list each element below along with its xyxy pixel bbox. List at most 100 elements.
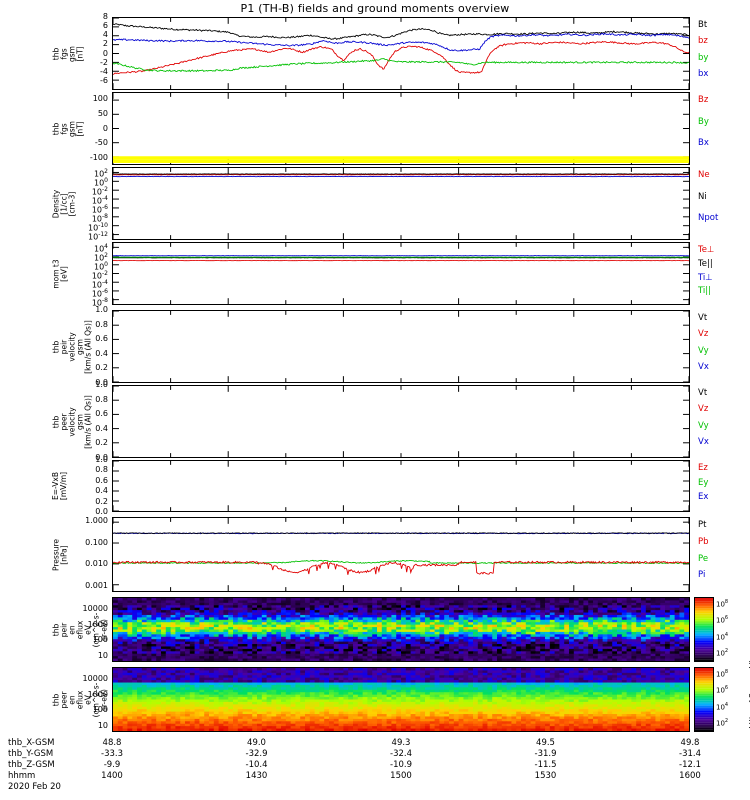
xaxis-value-1-0: -33.3: [101, 749, 123, 759]
legend-temperature-Te: Te⊥: [698, 245, 715, 255]
legend-density-Npot: Npot: [698, 213, 719, 224]
legend-efield-Ez: Ez: [698, 463, 708, 473]
ytick-fgs-gsm-nt-1-5: -2: [100, 57, 108, 67]
cbar-peer: [694, 667, 714, 732]
xaxis-row-label-3: hhmm: [8, 771, 36, 781]
xaxis-value-1-1: -32.9: [245, 749, 268, 759]
cbar-peir-tick-0: 108: [716, 599, 729, 609]
legend-pressure-Pb: Pb: [698, 536, 709, 547]
xaxis-value-1-2: -32.4: [390, 749, 412, 759]
ytick-peer-en-eflux-3: 10: [97, 720, 108, 730]
ytick-pressure-3: 0.001: [85, 580, 108, 590]
xaxis-value-1-3: -31.9: [534, 749, 557, 759]
cbar-peir-tick-1: 106: [716, 615, 729, 625]
xaxis-value-0-3: 49.5: [536, 738, 555, 748]
xaxis-value-0-0: 48.8: [102, 738, 122, 748]
ytick-temperature-4: 10-4: [91, 278, 108, 290]
xaxis-value-2-4: -12.1: [679, 760, 701, 770]
ytick-efield-3: 0.4: [95, 486, 108, 496]
ytick-peer-en-eflux-1: 1000: [87, 689, 108, 699]
legend-fgs-gsm-nt-2-Bx: Bx: [698, 138, 709, 149]
ytick-density-1: 100: [93, 176, 108, 188]
ytick-temperature-6: 10-8: [91, 296, 108, 308]
cbar-peer-tick-3: 102: [716, 718, 729, 728]
ytick-fgs-gsm-nt-1-4: 0: [102, 48, 108, 58]
xaxis-row-label-1: thb_Y-GSM: [8, 749, 54, 759]
ytick-peer-velocity-5: 0.0: [95, 453, 108, 462]
xaxis-value-2-3: -11.5: [534, 760, 557, 770]
panel-pressure: [112, 517, 690, 592]
ytick-fgs-gsm-nt-2-3: -50: [94, 138, 108, 148]
xaxis-value-2-2: -10.9: [390, 760, 412, 770]
ytick-peir-velocity-4: 0.2: [95, 363, 108, 373]
legend-density-Ni: Ni: [698, 191, 707, 202]
panel-fgs-gsm-nt-1: [112, 17, 690, 90]
ytick-peir-en-eflux-0: 10000: [82, 604, 108, 614]
ytick-fgs-gsm-nt-1-2: 4: [102, 30, 108, 40]
ytick-fgs-gsm-nt-2-2: 0: [102, 123, 108, 133]
panel-fgs-gsm-nt-2: [112, 92, 690, 165]
legend-density-Ne: Ne: [698, 170, 710, 180]
legend-fgs-gsm-nt-1-bx: bx: [698, 68, 709, 79]
legend-peer-velocity-Vt: Vt: [698, 388, 708, 398]
ytick-pressure-0: 1.000: [85, 516, 108, 526]
xaxis-value-0-1: 49.0: [247, 738, 266, 748]
xaxis-value-3-3: 1530: [534, 771, 557, 781]
xaxis-value-3-2: 1500: [390, 771, 412, 781]
panel-peer-velocity: [112, 385, 690, 458]
figure-title: P1 (TH-B) fields and ground moments over…: [240, 2, 510, 15]
xaxis-row-label-2: thb_Z-GSM: [8, 760, 55, 770]
ytick-peir-en-eflux-2: 100: [92, 635, 108, 645]
xaxis-row-label-0: thb_X-GSM: [8, 738, 55, 748]
legend-temperature-Ti: Ti||: [698, 286, 712, 297]
ytick-fgs-gsm-nt-2-1: 50: [97, 108, 108, 118]
ytick-fgs-gsm-nt-2-4: -100: [89, 152, 108, 162]
cbar-peer-tick-2: 104: [716, 701, 729, 711]
xaxis-value-0-2: 49.3: [391, 738, 411, 748]
legend-peir-velocity-Vx: Vx: [698, 361, 709, 372]
ytick-pressure-2: 0.010: [85, 559, 108, 569]
xaxis-value-2-0: -9.9: [103, 760, 121, 770]
xaxis-value-3-1: 1430: [245, 771, 268, 781]
ytick-peir-velocity-5: 0.0: [95, 378, 108, 387]
legend-fgs-gsm-nt-1-bz: bz: [698, 36, 708, 47]
panel-peer-en-eflux: [112, 667, 690, 732]
legend-fgs-gsm-nt-2-Bz: Bz: [698, 95, 709, 105]
legend-fgs-gsm-nt-2-By: By: [698, 116, 709, 127]
legend-temperature-Te: Te||: [698, 258, 713, 269]
legend-fgs-gsm-nt-1-by: by: [698, 52, 709, 63]
ytick-efield-0: 1.0: [95, 455, 108, 464]
cbar-peer-tick-1: 106: [716, 685, 729, 695]
ytick-peer-en-eflux-0: 10000: [82, 674, 108, 684]
ytick-temperature-2: 100: [93, 260, 108, 272]
cbar-peer-tick-0: 108: [716, 669, 729, 679]
ytick-density-7: 10-12: [88, 231, 108, 243]
ylabel-peer-en-eflux: thb peer en eflux eV (cm^2-s-sr-eV): [51, 682, 108, 717]
xaxis-value-3-0: 1400: [101, 771, 123, 781]
xaxis-value-3-4: 1600: [679, 771, 701, 781]
ytick-efield-2: 0.6: [95, 475, 108, 485]
ytick-density-6: 10-10: [88, 222, 108, 233]
ytick-efield-5: 0.0: [95, 507, 108, 516]
panel-peir-velocity: [112, 310, 690, 383]
ytick-peir-velocity-1: 0.8: [95, 319, 108, 329]
legend-temperature-Ti: Ti⊥: [698, 272, 713, 283]
ytick-peir-velocity-2: 0.6: [95, 334, 108, 344]
ytick-temperature-0: 104: [93, 242, 108, 254]
legend-peir-velocity-Vz: Vz: [698, 329, 709, 340]
ytick-efield-4: 0.2: [95, 496, 108, 506]
panel-temperature: [112, 242, 690, 305]
ytick-peer-velocity-3: 0.4: [95, 423, 108, 433]
xaxis-value-1-4: -31.4: [679, 749, 701, 759]
ytick-peer-en-eflux-2: 100: [92, 705, 108, 715]
ytick-fgs-gsm-nt-1-0: 8: [102, 12, 108, 21]
legend-peir-velocity-Vy: Vy: [698, 345, 709, 356]
panel-density: [112, 167, 690, 240]
legend-peer-velocity-Vy: Vy: [698, 420, 709, 431]
ytick-peer-velocity-4: 0.2: [95, 438, 108, 448]
panel-peir-en-eflux: [112, 597, 690, 662]
ytick-peir-velocity-3: 0.4: [95, 348, 108, 358]
legend-efield-Ey: Ey: [698, 477, 709, 488]
legend-peer-velocity-Vx: Vx: [698, 436, 709, 447]
